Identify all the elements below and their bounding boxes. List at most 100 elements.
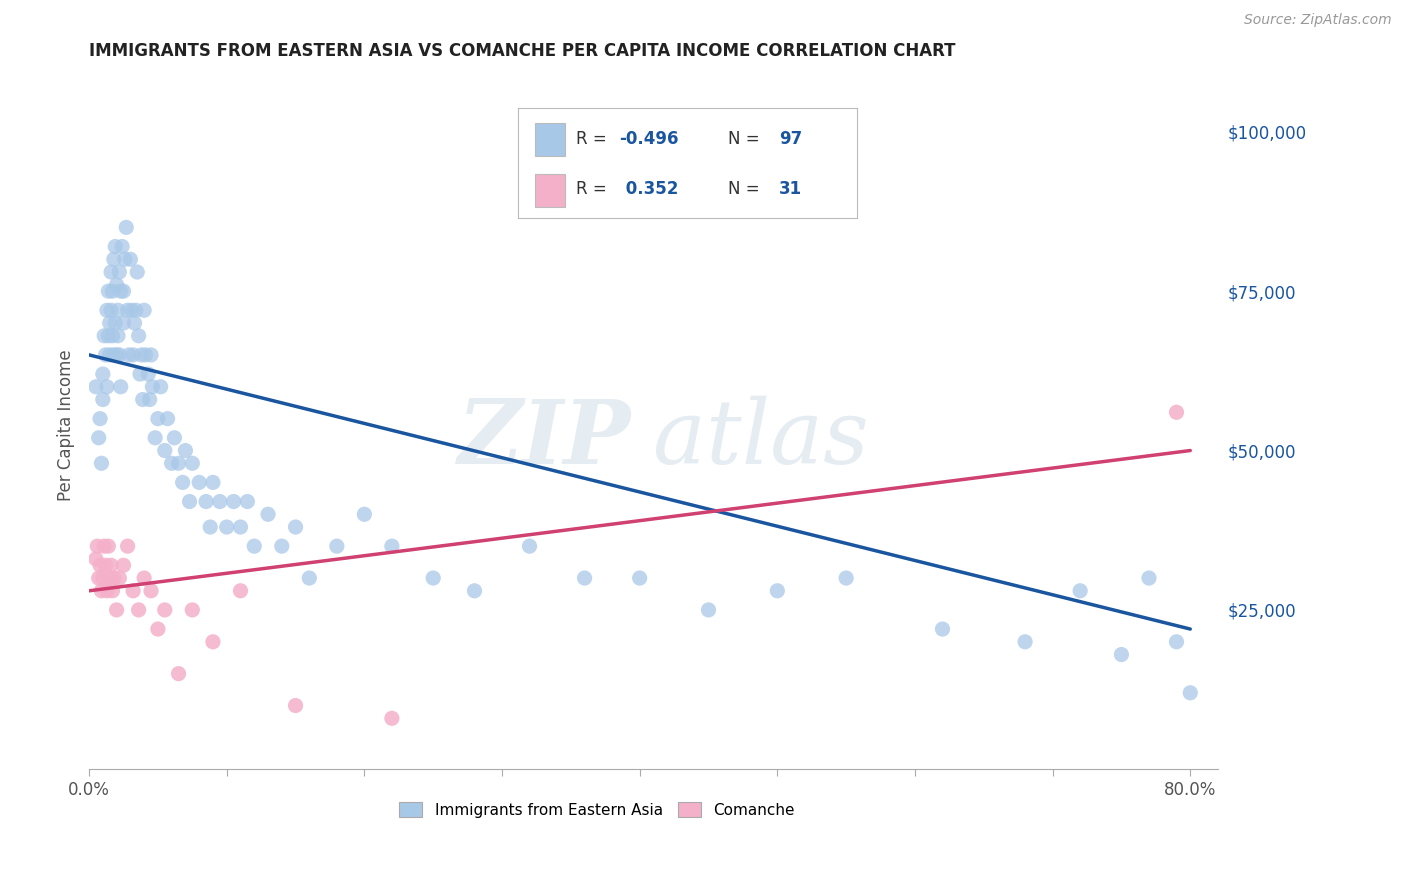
Point (90, 456, 112, 470)
Point (93, 328, 115, 343)
Point (463, 583, 485, 598)
Point (98, 316, 121, 330)
Point (127, 265, 149, 279)
Point (105, 277, 128, 292)
Point (174, 443, 197, 458)
Point (222, 494, 245, 508)
Point (86, 539, 108, 553)
Point (87, 431, 110, 445)
Point (94, 348, 117, 362)
Point (136, 367, 159, 381)
Point (96, 303, 118, 318)
Point (146, 622, 169, 636)
Point (100, 265, 122, 279)
Point (101, 284, 124, 298)
Text: atlas: atlas (654, 395, 869, 483)
Point (117, 303, 139, 318)
Point (100, 303, 122, 318)
Point (195, 494, 218, 508)
Point (112, 558, 135, 573)
Point (381, 539, 404, 553)
Point (574, 571, 596, 585)
Point (94, 558, 117, 573)
Point (105, 348, 128, 362)
Point (298, 571, 321, 585)
Point (835, 571, 858, 585)
Point (163, 431, 186, 445)
Point (87, 571, 110, 585)
Point (519, 539, 541, 553)
Point (91, 571, 114, 585)
Point (108, 348, 131, 362)
Point (139, 348, 162, 362)
Point (1166, 405, 1188, 419)
Point (103, 252, 125, 267)
Point (1180, 686, 1202, 700)
Point (91, 367, 114, 381)
Point (122, 583, 145, 598)
Point (96, 380, 118, 394)
Point (146, 411, 169, 425)
Point (422, 571, 444, 585)
Point (766, 583, 789, 598)
Point (101, 583, 124, 598)
Point (98, 348, 121, 362)
Point (1111, 648, 1133, 662)
Point (156, 411, 179, 425)
Point (353, 508, 375, 522)
Text: Source: ZipAtlas.com: Source: ZipAtlas.com (1244, 13, 1392, 28)
Point (270, 539, 292, 553)
Point (90, 583, 112, 598)
Point (117, 539, 139, 553)
Point (149, 380, 172, 394)
Point (98, 571, 121, 585)
Point (121, 303, 143, 318)
Point (132, 392, 155, 407)
Point (243, 539, 266, 553)
Point (128, 603, 150, 617)
Point (134, 571, 156, 585)
Legend: Immigrants from Eastern Asia, Comanche: Immigrants from Eastern Asia, Comanche (394, 796, 800, 823)
Point (124, 316, 146, 330)
Point (97, 328, 120, 343)
Point (114, 252, 136, 267)
Point (200, 520, 222, 534)
Point (110, 380, 132, 394)
Point (143, 431, 166, 445)
Point (100, 558, 122, 573)
Point (138, 392, 160, 407)
Point (229, 520, 252, 534)
Point (181, 456, 204, 470)
Point (134, 303, 156, 318)
Point (118, 348, 141, 362)
Point (1069, 583, 1091, 598)
Point (104, 316, 127, 330)
Point (153, 603, 176, 617)
Point (160, 456, 183, 470)
Point (172, 475, 194, 490)
Point (110, 284, 132, 298)
Point (381, 711, 404, 725)
Point (284, 520, 307, 534)
Point (125, 303, 148, 318)
Point (84, 552, 107, 566)
Point (97, 539, 120, 553)
Point (141, 380, 163, 394)
Point (89, 558, 111, 573)
Point (128, 328, 150, 343)
Point (101, 328, 124, 343)
Point (107, 303, 129, 318)
Point (103, 571, 125, 585)
Point (120, 252, 142, 267)
Point (153, 443, 176, 458)
Point (108, 571, 131, 585)
Point (134, 348, 156, 362)
Point (167, 456, 190, 470)
Point (103, 348, 125, 362)
Point (91, 392, 114, 407)
Point (167, 666, 190, 681)
Point (257, 508, 280, 522)
Point (326, 539, 349, 553)
Text: IMMIGRANTS FROM EASTERN ASIA VS COMANCHE PER CAPITA INCOME CORRELATION CHART: IMMIGRANTS FROM EASTERN ASIA VS COMANCHE… (89, 42, 956, 60)
Point (284, 698, 307, 713)
